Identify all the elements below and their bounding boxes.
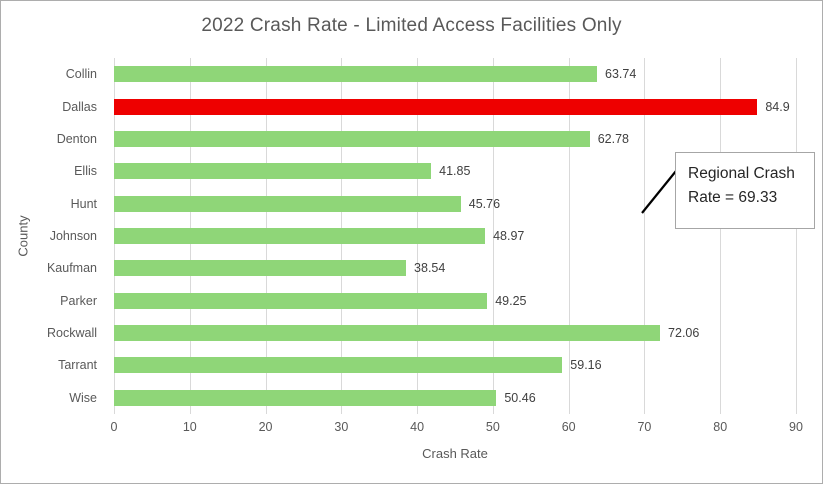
bar-denton xyxy=(114,130,590,147)
bar-collin xyxy=(114,66,597,83)
annotation-callout: Regional Crash Rate = 69.33 xyxy=(675,152,815,229)
category-label-johnson: Johnson xyxy=(49,229,97,243)
bar-value-label-parker: 49.25 xyxy=(495,293,527,308)
bar-value-label-hunt: 45.76 xyxy=(468,196,501,211)
chart-title: 2022 Crash Rate - Limited Access Facilit… xyxy=(201,15,622,36)
bar-johnson xyxy=(114,228,486,244)
bar-value-label-tarrant: 59.16 xyxy=(570,358,602,373)
category-label-wise: Wise xyxy=(69,390,97,405)
x-tick-label-40: 40 xyxy=(410,420,425,434)
bar-hunt xyxy=(114,195,461,212)
gridline-x-90 xyxy=(796,58,797,414)
category-label-tarrant: Tarrant xyxy=(58,358,97,373)
bar-kaufman xyxy=(114,260,407,277)
bar-value-label-rockwall: 72.06 xyxy=(668,326,700,341)
bar-ellis xyxy=(114,163,432,180)
category-label-rockwall: Rockwall xyxy=(46,326,97,341)
bar-dallas xyxy=(114,98,758,115)
annotation-text-line1: Regional Crash xyxy=(688,165,795,182)
bar-value-label-johnson: 48.97 xyxy=(493,229,525,243)
x-tick-label-30: 30 xyxy=(334,420,349,434)
x-tick-label-50: 50 xyxy=(485,420,500,434)
value-axis-tick-labels: 0 10 20 30 40 50 60 70 80 90 xyxy=(110,420,803,436)
bar-value-label-denton: 62.78 xyxy=(597,131,629,146)
x-tick-label-60: 60 xyxy=(561,420,576,434)
bar-tarrant xyxy=(114,357,563,374)
bar-wise xyxy=(114,389,497,406)
x-tick-label-20: 20 xyxy=(258,420,273,434)
gridline-x-50 xyxy=(492,58,494,414)
bar-value-label-wise: 50.46 xyxy=(504,390,536,405)
x-tick-label-90: 90 xyxy=(789,420,803,434)
category-label-dallas: Dallas xyxy=(62,99,97,114)
x-tick-label-70: 70 xyxy=(637,420,652,434)
category-label-denton: Denton xyxy=(56,131,97,146)
plot-area: 63.74 84.9 62.78 41.85 45.76 48.97 38.54 49.25 7… xyxy=(114,58,797,414)
bar-parker xyxy=(114,292,488,309)
category-label-ellis: Ellis xyxy=(74,164,97,179)
category-label-collin: Collin xyxy=(65,67,97,82)
category-label-parker: Parker xyxy=(60,293,97,308)
bar-rockwall xyxy=(114,325,661,342)
bar-value-label-kaufman: 38.54 xyxy=(414,261,446,276)
category-label-kaufman: Kaufman xyxy=(46,261,97,276)
category-axis-labels: Collin Dallas Denton Ellis Hunt Johnson Kaufma… xyxy=(1,58,106,414)
gridline-x-60 xyxy=(568,58,570,414)
x-tick-label-80: 80 xyxy=(713,420,728,434)
bar-value-label-collin: 63.74 xyxy=(605,67,637,82)
x-tick-label-10: 10 xyxy=(182,420,197,434)
x-tick-label-0: 0 xyxy=(110,420,118,434)
bar-value-label-dallas: 84.9 xyxy=(765,99,790,114)
category-label-hunt: Hunt xyxy=(70,196,97,211)
bar-value-label-ellis: 41.85 xyxy=(439,164,471,179)
x-axis-title: Crash Rate xyxy=(422,446,488,461)
annotation-text-line2: Rate = 69.33 xyxy=(688,189,778,207)
gridline-x-70 xyxy=(644,58,646,414)
gridline-x-80 xyxy=(720,58,722,414)
